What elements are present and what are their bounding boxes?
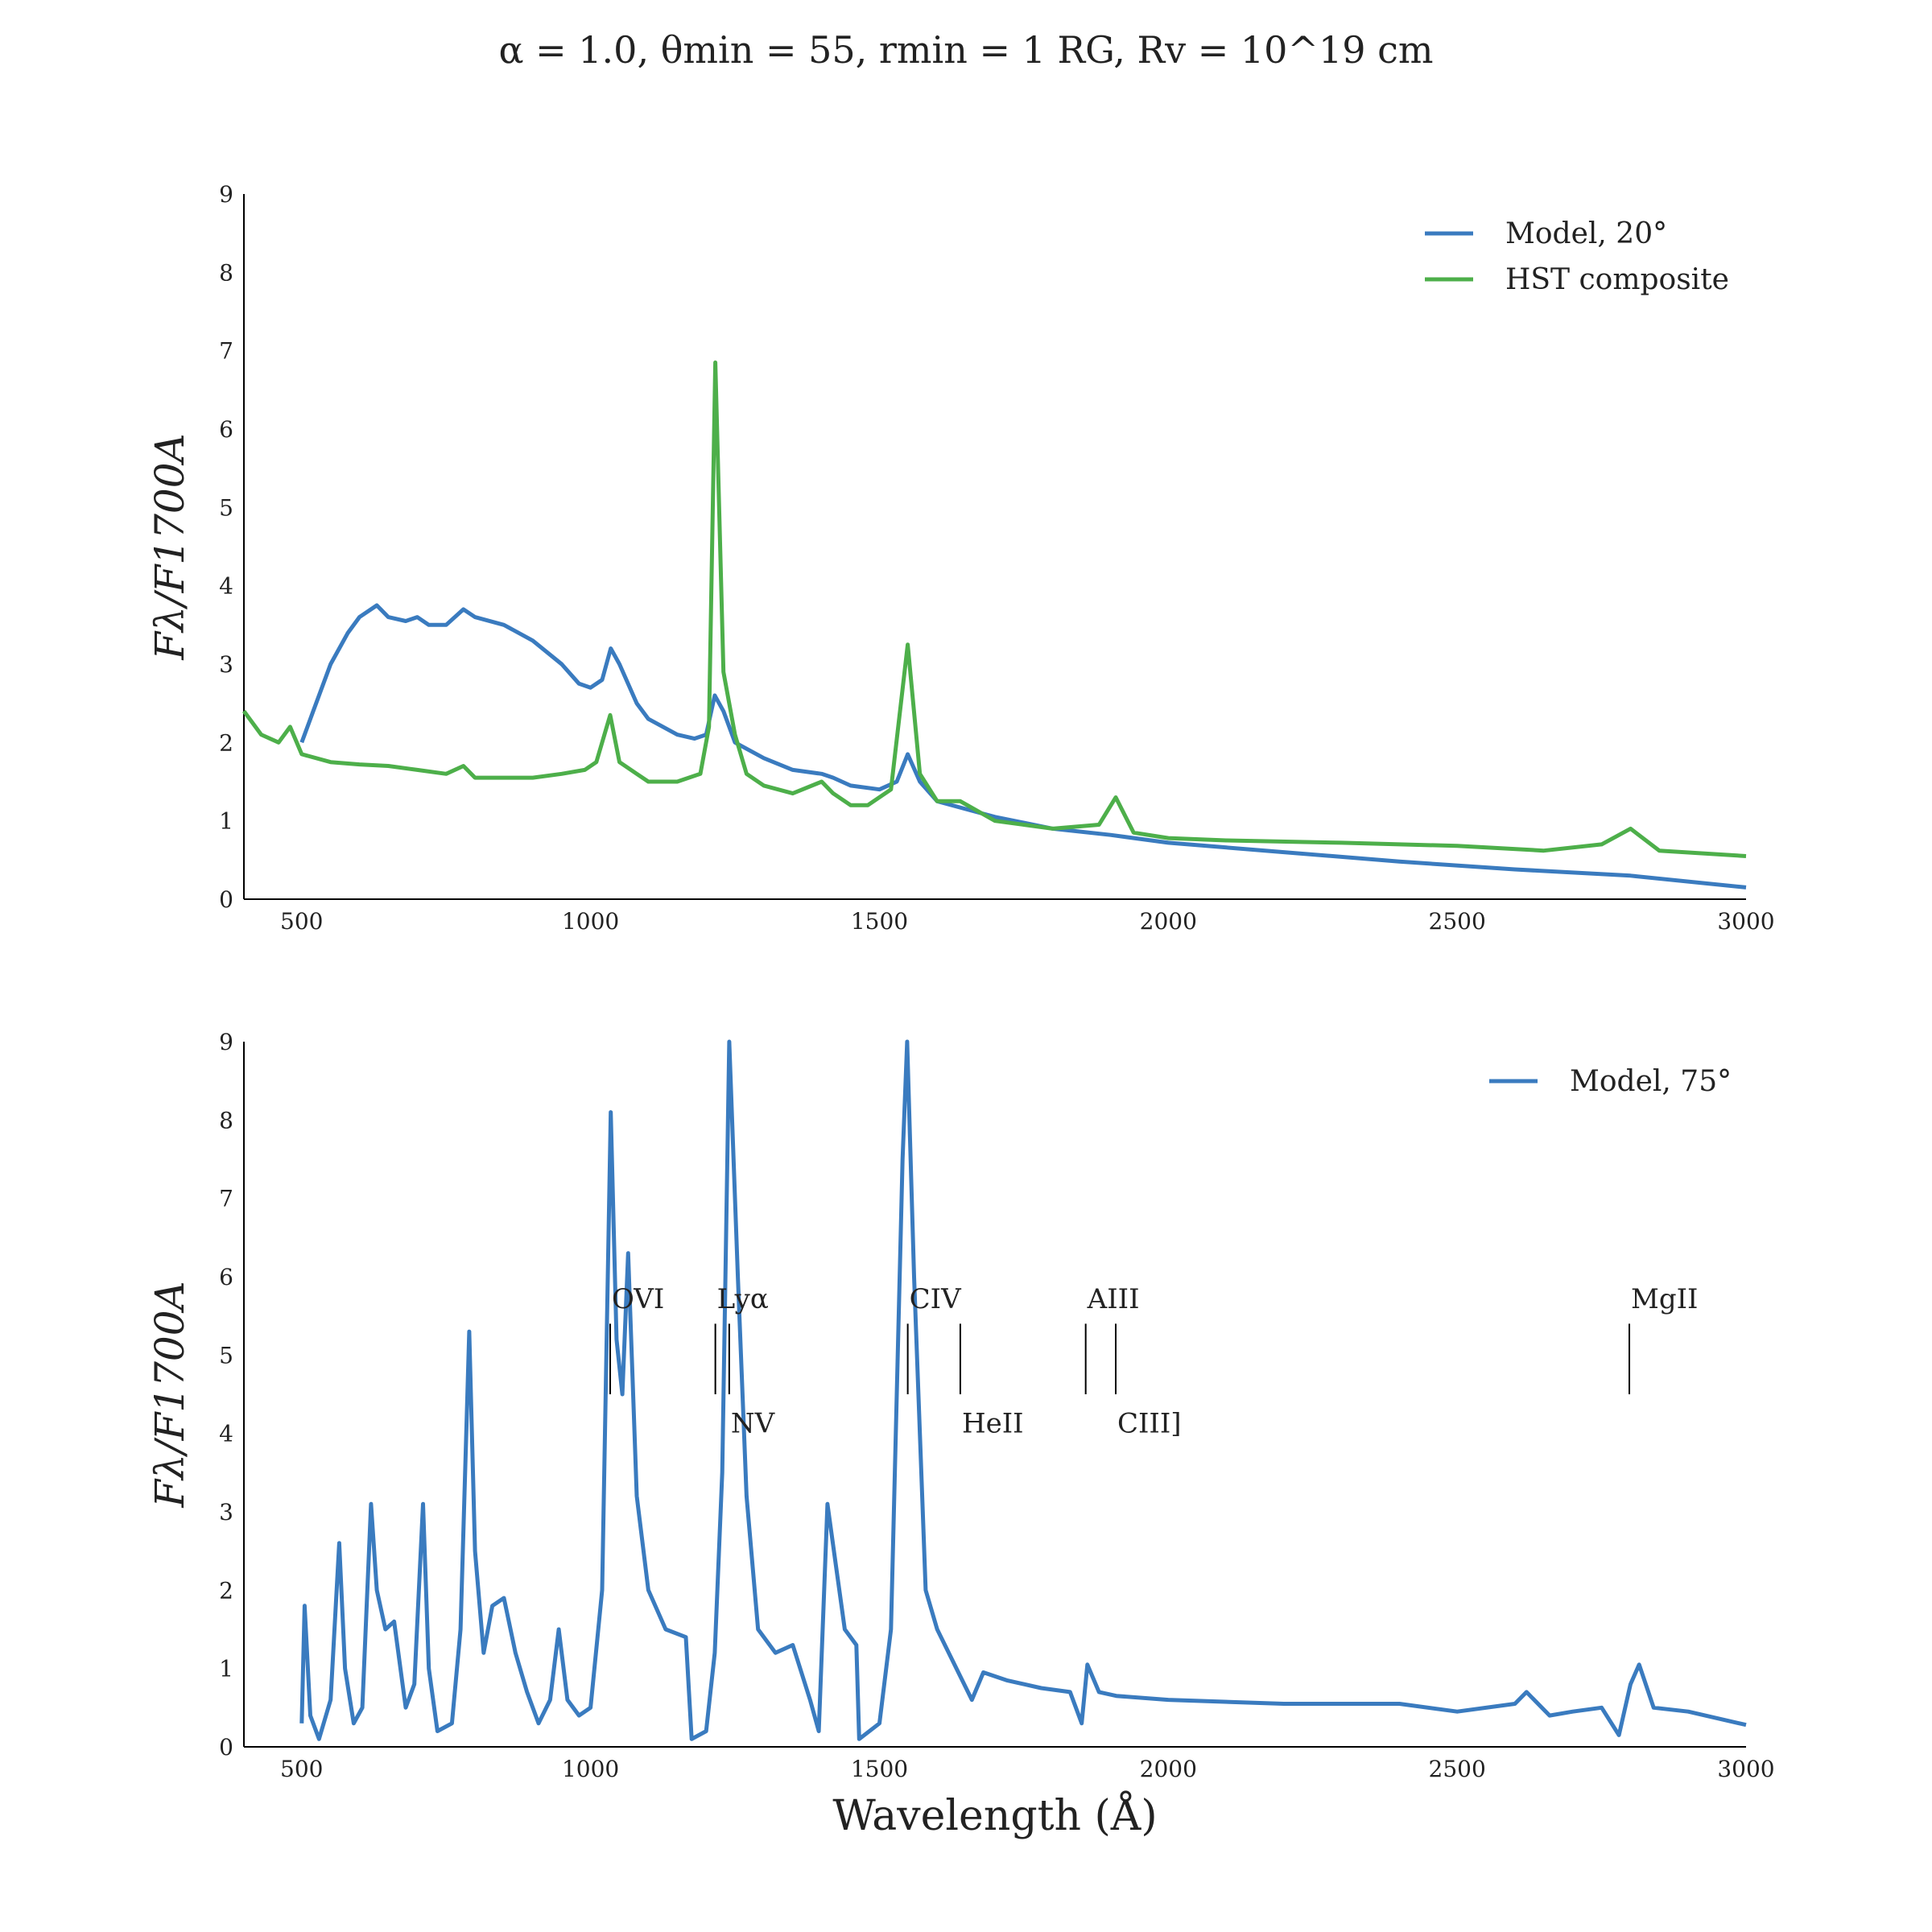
bottom-y-tick-label: 7 xyxy=(219,1186,233,1212)
bottom-y-tick-label: 6 xyxy=(219,1264,233,1290)
bottom-x-tick-label: 3000 xyxy=(1717,1756,1774,1782)
annotation-label: NV xyxy=(731,1407,776,1439)
top-y-tick-label: 7 xyxy=(219,338,233,365)
annotation-label: AIII xyxy=(1087,1283,1140,1315)
top-y-tick-label: 5 xyxy=(219,494,233,521)
top-series-line-0 xyxy=(299,603,1747,890)
top-series-group xyxy=(242,360,1747,890)
top-y-tick-label: 0 xyxy=(219,886,233,913)
annotation-label: HeII xyxy=(962,1407,1024,1439)
bottom-y-tick-label: 8 xyxy=(219,1107,233,1133)
top-y-tick-label: 9 xyxy=(219,181,233,208)
bottom-legend: Model, 75° xyxy=(1489,1065,1732,1098)
line-annotations: OVI Lyα NV CIV HeII AIII CIII] MgII xyxy=(609,1283,1698,1439)
top-y-tick-label: 4 xyxy=(219,573,233,600)
top-y-tick-label: 1 xyxy=(219,808,233,835)
top-y-axis-label: Fλ/F1700A xyxy=(147,433,193,660)
top-x-tick-label: 500 xyxy=(280,908,323,935)
bottom-y-tick-label: 5 xyxy=(219,1342,233,1368)
top-tick-labels: 500 1000 1500 2000 2500 3000 0 1 2 3 4 5 6 7 8 9 xyxy=(219,181,1774,935)
top-x-tick-label: 1000 xyxy=(562,908,619,935)
top-y-tick-label: 2 xyxy=(219,729,233,756)
top-x-tick-label: 2000 xyxy=(1140,908,1197,935)
annotation-label: OVI xyxy=(612,1283,664,1315)
x-axis-label: Wavelength (Å) xyxy=(832,1790,1157,1840)
bottom-y-tick-label: 3 xyxy=(219,1499,233,1525)
bottom-series-line-0 xyxy=(299,1039,1747,1741)
figure-title: α = 1.0, θmin = 55, rmin = 1 RG, Rv = 10… xyxy=(498,28,1433,72)
bottom-y-tick-label: 2 xyxy=(219,1577,233,1604)
legend-label-model-75: Model, 75° xyxy=(1570,1065,1732,1098)
top-x-tick-label: 3000 xyxy=(1717,908,1774,935)
annotation-label: Lyα xyxy=(717,1283,769,1315)
bottom-x-tick-label: 2000 xyxy=(1140,1756,1197,1782)
legend-label-model-20: Model, 20° xyxy=(1505,217,1667,250)
bottom-y-axis-label: Fλ/F1700A xyxy=(147,1281,193,1508)
bottom-panel: 500 1000 1500 2000 2500 3000 0 1 2 3 4 5 6 7 8 9 OVI Lyα… xyxy=(147,1029,1775,1840)
top-y-tick-label: 6 xyxy=(219,416,233,443)
bottom-y-tick-label: 4 xyxy=(219,1421,233,1447)
bottom-x-tick-label: 1000 xyxy=(562,1756,619,1782)
top-x-tick-label: 2500 xyxy=(1429,908,1486,935)
annotation-label: CIII] xyxy=(1117,1407,1182,1439)
legend-label-hst: HST composite xyxy=(1505,263,1729,296)
annotation-label: CIV xyxy=(910,1283,962,1315)
bottom-tick-labels: 500 1000 1500 2000 2500 3000 0 1 2 3 4 5 6 7 8 9 xyxy=(219,1029,1774,1782)
bottom-y-tick-label: 9 xyxy=(219,1029,233,1055)
bottom-y-tick-label: 0 xyxy=(219,1734,233,1761)
top-legend: Model, 20° HST composite xyxy=(1425,217,1729,296)
bottom-x-tick-label: 2500 xyxy=(1429,1756,1486,1782)
top-x-tick-label: 1500 xyxy=(851,908,908,935)
bottom-x-tick-label: 1500 xyxy=(851,1756,908,1782)
top-y-tick-label: 3 xyxy=(219,651,233,678)
top-series-line-1 xyxy=(242,360,1747,858)
annotation-label: MgII xyxy=(1631,1283,1698,1315)
bottom-x-tick-label: 500 xyxy=(280,1756,323,1782)
top-panel: 500 1000 1500 2000 2500 3000 0 1 2 3 4 5 6 7 8 9 Fλ/F17… xyxy=(147,181,1775,935)
bottom-y-tick-label: 1 xyxy=(219,1656,233,1682)
bottom-series-group xyxy=(299,1039,1747,1741)
top-y-tick-label: 8 xyxy=(219,259,233,286)
